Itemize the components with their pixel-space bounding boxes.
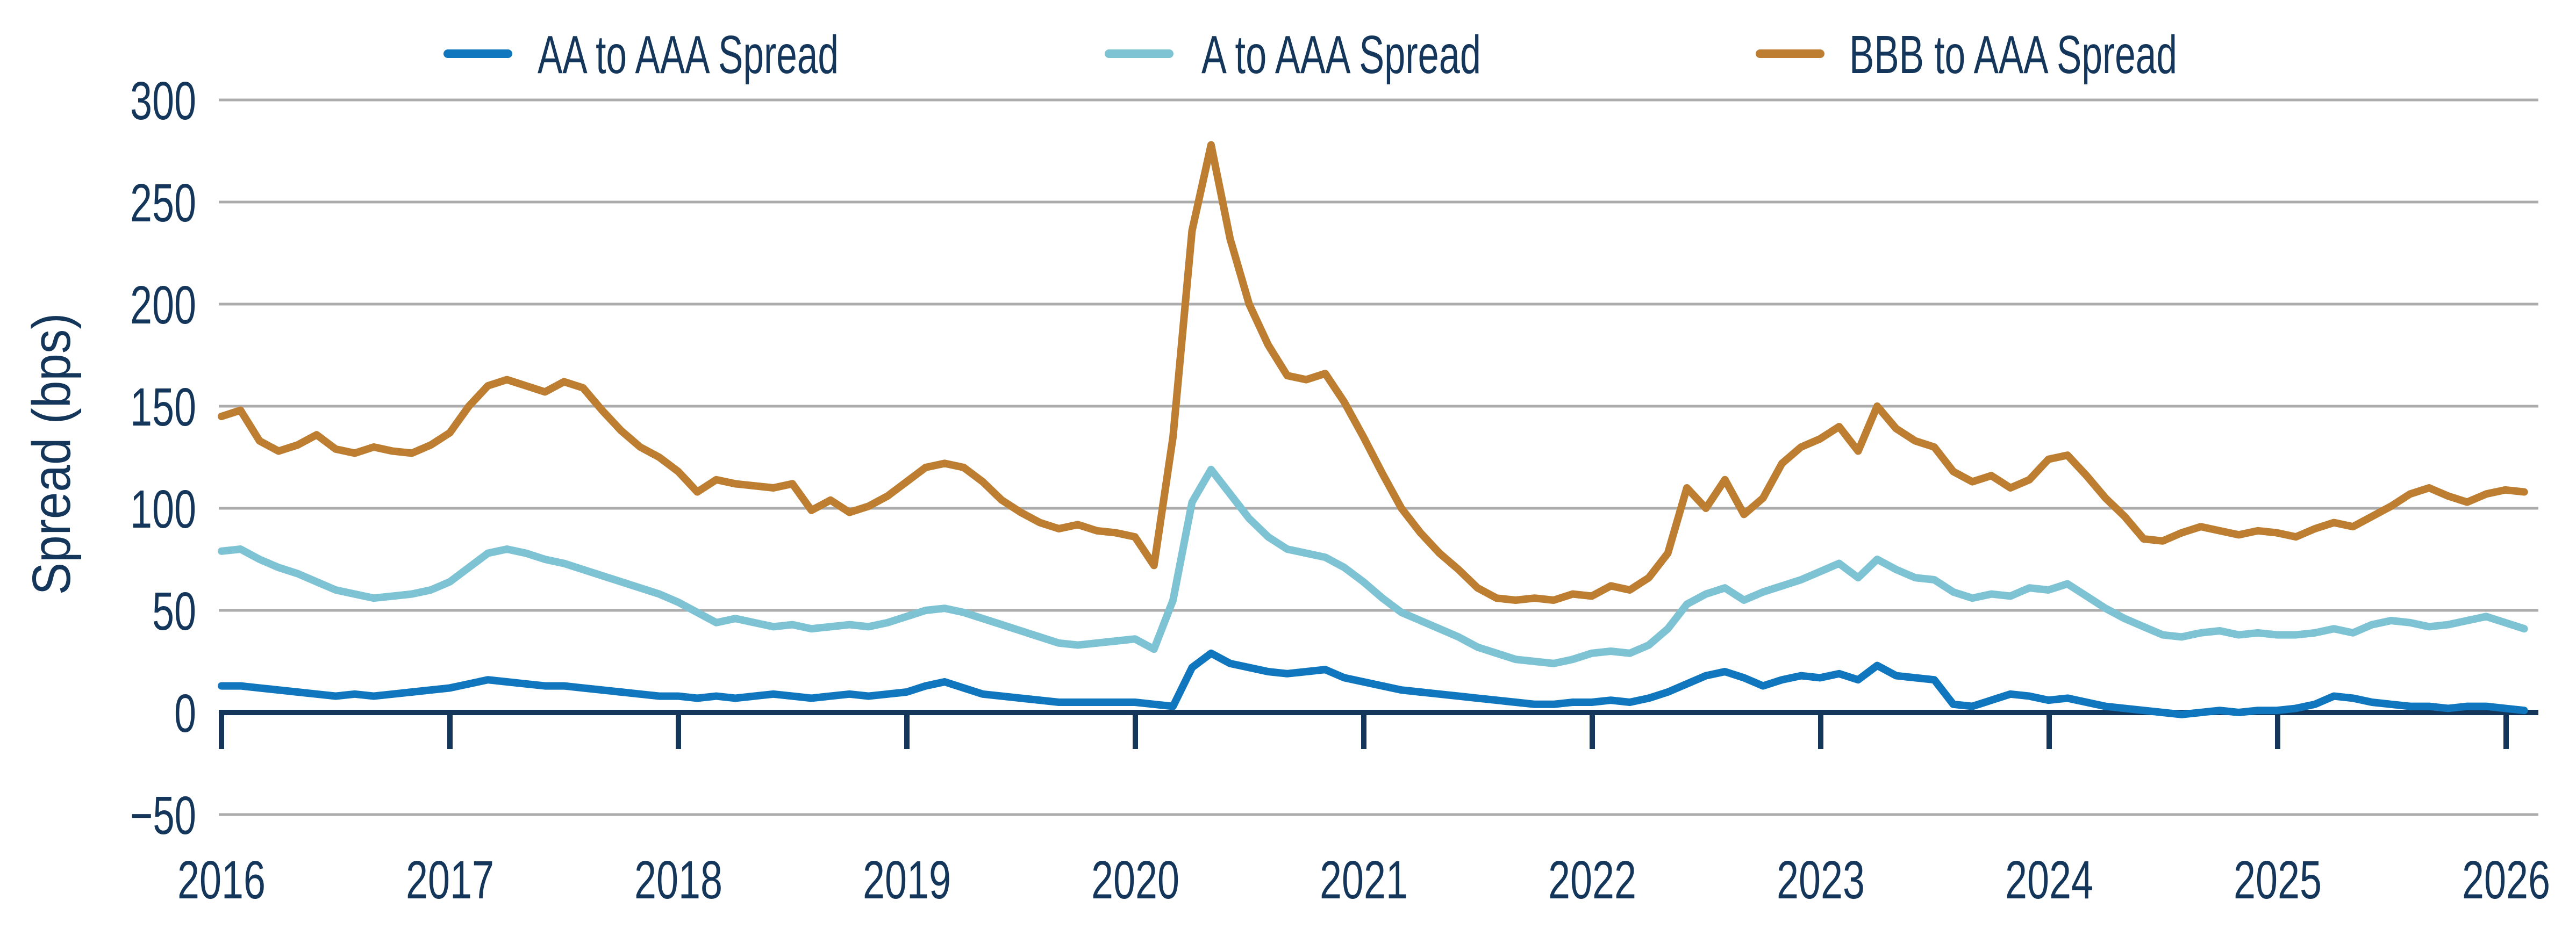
legend-label-bbb: BBB to AAA Spread	[1849, 25, 2177, 85]
y-tick-label-200: 200	[130, 275, 196, 335]
y-axis-title: Spread (bps)	[22, 313, 82, 595]
y-tick-label-50: 50	[152, 581, 196, 642]
x-tick-label-2023: 2023	[1777, 850, 1865, 910]
x-tick-label-2020: 2020	[1091, 850, 1179, 910]
legend-label-aa: AA to AAA Spread	[538, 25, 839, 85]
legend-swatch-aa-icon	[443, 49, 512, 58]
x-tick-label-2018: 2018	[634, 850, 722, 910]
series-line-a-to-aaa-spread	[218, 465, 2528, 667]
x-tick-label-2024: 2024	[2005, 850, 2093, 910]
legend-swatch-bbb-icon	[1756, 49, 1824, 58]
x-tick-label-2016: 2016	[177, 850, 266, 910]
x-tick-label-2019: 2019	[863, 850, 951, 910]
legend-item-aa: AA to AAA Spread	[443, 25, 839, 85]
y-tick-label-250: 250	[130, 173, 196, 233]
series-lines	[218, 141, 2528, 718]
series-line-bbb-to-aaa-spread	[218, 141, 2528, 604]
y-tick-label-300: 300	[130, 71, 196, 131]
y-axis-tick-labels: 300 250 200 150 100 50 0 −50	[130, 71, 196, 846]
x-tick-label-2021: 2021	[1320, 850, 1408, 910]
legend: AA to AAA Spread A to AAA Spread BBB to …	[443, 25, 2177, 85]
x-tick-label-2025: 2025	[2234, 850, 2322, 910]
y-tick-label-100: 100	[130, 479, 196, 539]
gridlines	[219, 98, 2538, 816]
y-tick-label-150: 150	[130, 377, 196, 437]
x-axis-tick-labels: 2016 2017 2018 2019 2020 2021 2022 2023 2024 2025…	[177, 850, 2550, 910]
series-line-aa-to-aaa-spread	[218, 649, 2528, 718]
legend-item-a: A to AAA Spread	[1105, 25, 1481, 85]
x-axis	[219, 710, 2538, 749]
y-tick-label-0: 0	[174, 683, 196, 744]
legend-label-a: A to AAA Spread	[1201, 25, 1481, 85]
x-tick-label-2017: 2017	[406, 850, 494, 910]
legend-swatch-a-icon	[1105, 49, 1173, 58]
y-tick-label--50: −50	[130, 786, 196, 846]
legend-item-bbb: BBB to AAA Spread	[1756, 25, 2177, 85]
x-tick-label-2022: 2022	[1548, 850, 1636, 910]
x-tick-label-2026: 2026	[2462, 850, 2550, 910]
